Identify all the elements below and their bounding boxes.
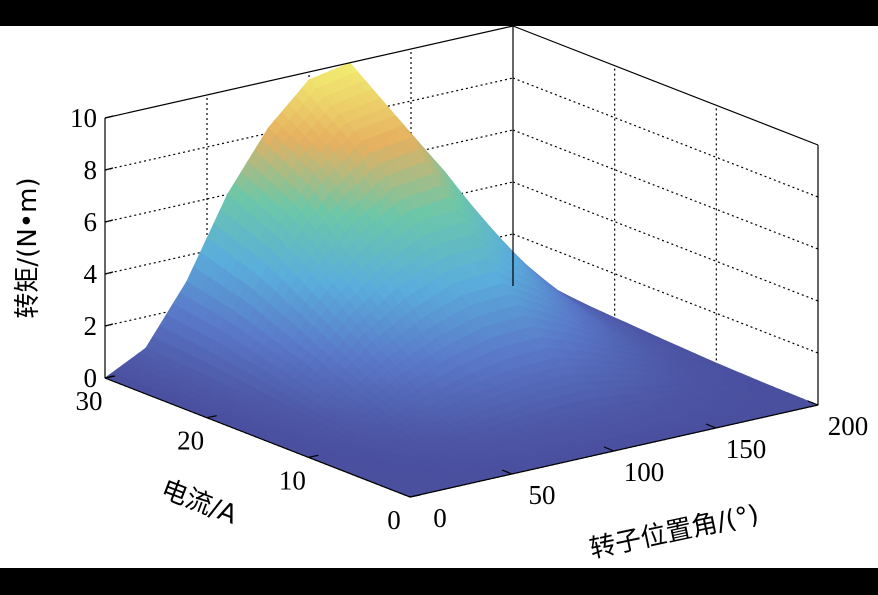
- y-tick: [104, 375, 116, 379]
- z-tick: [104, 271, 114, 275]
- box-edge: [512, 25, 819, 146]
- z-tick-label: 4: [84, 259, 98, 289]
- y-tick-label: 20: [177, 426, 204, 456]
- z-tick: [104, 115, 114, 119]
- box-edge: [104, 25, 514, 119]
- y-tick-label: 30: [76, 386, 103, 416]
- surface: [104, 62, 820, 498]
- y-axis-line: [104, 377, 411, 498]
- y-tick-label: 0: [387, 505, 401, 535]
- x-tick: [603, 446, 615, 452]
- y-tick: [206, 415, 217, 419]
- x-tick-label: 150: [726, 434, 767, 464]
- z-tick: [104, 167, 114, 171]
- x-tick-label: 50: [529, 480, 556, 510]
- x-tick: [807, 400, 819, 406]
- x-tick-label: 200: [828, 411, 869, 441]
- z-tick: [104, 219, 114, 223]
- y-tick: [409, 494, 421, 498]
- x-tick-label: 0: [433, 503, 447, 533]
- z-tick-label: 10: [70, 103, 97, 133]
- z-axis-title: 转矩/(N•m): [13, 177, 43, 318]
- z-tick-label: 0: [84, 363, 98, 393]
- y-tick: [308, 454, 319, 458]
- z-tick-label: 8: [84, 155, 98, 185]
- x-tick: [501, 469, 513, 475]
- z-tick: [104, 323, 114, 327]
- x-tick: [705, 423, 717, 429]
- axes-box: [104, 25, 819, 498]
- z-tick-label: 2: [84, 311, 98, 341]
- x-tick: [399, 492, 411, 498]
- x-tick-label: 100: [624, 457, 665, 487]
- y-tick-label: 10: [279, 465, 306, 495]
- z-tick-label: 6: [84, 207, 98, 237]
